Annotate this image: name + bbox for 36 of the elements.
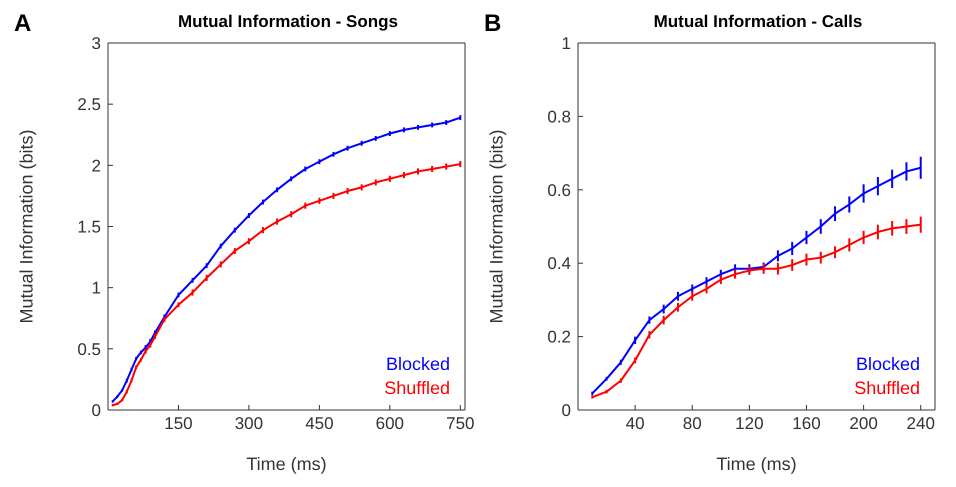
chart-title: Mutual Information - Calls	[652, 12, 864, 32]
y-tick-label: 0.2	[547, 328, 571, 347]
chart-title: Mutual Information - Songs	[176, 12, 400, 32]
y-tick-label: 1	[92, 278, 101, 298]
x-tick-label: 80	[682, 414, 702, 434]
x-tick-label: 40	[626, 414, 645, 434]
x-axis-title: Time (ms)	[716, 454, 797, 474]
x-tick-label: 240	[906, 414, 935, 434]
y-tick-label: 2	[92, 156, 101, 176]
x-tick-label: 150	[164, 414, 193, 434]
y-tick-label: 0	[562, 401, 571, 420]
y-tick-label: 0.5	[77, 340, 101, 359]
text: Blocked	[384, 353, 450, 376]
y-tick-label: 2.5	[77, 95, 101, 114]
text: B	[484, 10, 502, 38]
x-tick-label: 160	[792, 414, 821, 434]
y-tick-label: 1.5	[77, 218, 101, 237]
x-tick-label: 450	[305, 414, 334, 434]
y-tick-label: 0	[92, 401, 101, 420]
text: Blocked	[854, 353, 920, 376]
x-tick-label: 120	[735, 414, 764, 434]
x-tick-label: 200	[849, 414, 878, 434]
y-axis-title: Mutual Information (bits)	[16, 129, 36, 324]
x-tick-label: 300	[234, 414, 264, 434]
x-axis-title: Time (ms)	[246, 454, 327, 474]
y-tick-label: 3	[92, 34, 101, 54]
y-tick-label: 1	[562, 34, 571, 54]
x-tick-label: 600	[376, 414, 404, 434]
y-tick-label: 0.6	[547, 180, 571, 200]
text: Shuffled	[384, 377, 450, 400]
y-tick-label: 0.8	[547, 107, 571, 126]
y-axis-title: Mutual Information (bits)	[486, 129, 506, 324]
y-tick-label: 0.4	[547, 254, 571, 274]
text: Shuffled	[854, 377, 920, 400]
x-tick-label: 750	[446, 414, 474, 434]
text: A	[14, 10, 32, 38]
